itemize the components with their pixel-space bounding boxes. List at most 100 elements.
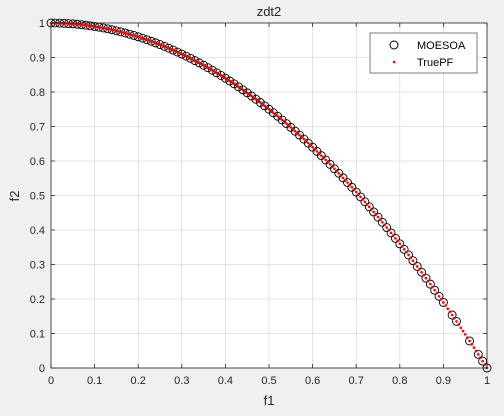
y-axis-label: f2	[7, 191, 22, 202]
truepf-point	[88, 24, 92, 28]
truepf-point	[470, 342, 474, 346]
truepf-point	[235, 84, 238, 87]
truepf-point	[282, 120, 286, 124]
truepf-point	[315, 150, 319, 153]
truepf-point	[457, 323, 460, 326]
moesoa-point	[465, 336, 475, 346]
truepf-point	[182, 53, 186, 57]
truepf-point	[479, 356, 482, 360]
truepf-point	[86, 24, 90, 27]
moesoa-point	[146, 36, 156, 46]
moesoa-point	[386, 228, 396, 238]
truepf-point	[97, 25, 101, 29]
y-tick-label: 0.9	[30, 53, 45, 65]
moesoa-point	[207, 65, 217, 75]
truepf-point	[311, 145, 314, 149]
moesoa-point	[168, 45, 178, 55]
truepf-point	[143, 37, 147, 41]
x-tick-label: 0.9	[436, 375, 451, 387]
truepf-point	[285, 122, 288, 125]
truepf-point	[396, 239, 399, 243]
truepf-point	[99, 26, 103, 29]
truepf-point	[163, 45, 166, 48]
truepf-point	[149, 39, 153, 43]
truepf-point	[128, 32, 131, 36]
truepf-point	[272, 111, 275, 115]
moesoa-point	[238, 85, 248, 95]
truepf-point	[435, 291, 439, 295]
truepf-point	[291, 127, 295, 131]
truepf-point	[108, 27, 112, 31]
truepf-point	[337, 171, 341, 175]
truepf-point	[409, 256, 413, 260]
truepf-point	[370, 208, 373, 211]
x-tick-label: 0.7	[349, 375, 364, 387]
truepf-point	[180, 52, 184, 56]
moesoa-point	[190, 56, 200, 66]
truepf-point	[424, 276, 428, 280]
y-tick-label: 0.7	[30, 122, 45, 134]
truepf-point	[437, 294, 441, 298]
truepf-point	[306, 141, 310, 145]
truepf-point	[126, 32, 129, 35]
truepf-point	[134, 34, 138, 38]
moesoa-point	[382, 223, 392, 233]
moesoa-point	[412, 261, 422, 271]
truepf-point	[193, 59, 197, 62]
truepf-point	[130, 33, 133, 37]
truepf-point	[468, 339, 471, 343]
truepf-point	[378, 218, 382, 221]
truepf-point	[309, 143, 312, 147]
truepf-point	[189, 57, 192, 60]
truepf-point	[156, 42, 160, 45]
y-tick-label: 0.4	[30, 225, 45, 237]
truepf-point	[387, 228, 391, 232]
truepf-point	[243, 90, 247, 93]
truepf-point	[304, 139, 308, 143]
truepf-point	[439, 298, 443, 301]
truepf-point	[202, 63, 205, 67]
truepf-point	[481, 359, 484, 363]
legend-truepf-marker	[392, 60, 396, 64]
truepf-point	[426, 279, 430, 283]
x-tick-label: 0.1	[87, 375, 102, 387]
truepf-point	[112, 28, 116, 32]
truepf-point	[139, 36, 142, 39]
truepf-point	[352, 188, 356, 191]
truepf-point	[121, 31, 125, 34]
truepf-point	[394, 237, 397, 240]
truepf-point	[208, 67, 212, 71]
truepf-point	[411, 259, 415, 262]
truepf-point	[293, 129, 297, 133]
truepf-point	[415, 265, 419, 268]
truepf-point	[173, 49, 177, 53]
truepf-point	[119, 30, 123, 34]
truepf-point	[102, 26, 105, 30]
x-tick-label: 0.6	[305, 375, 320, 387]
moesoa-point	[395, 239, 405, 249]
truepf-point	[461, 329, 465, 333]
moesoa-point	[234, 82, 243, 92]
truepf-point	[400, 245, 404, 248]
y-tick-label: 0.8	[30, 87, 45, 99]
moesoa-point	[438, 298, 448, 307]
moesoa-point	[194, 58, 204, 68]
truepf-point	[448, 310, 452, 314]
truepf-point	[444, 304, 447, 307]
moesoa-point	[434, 291, 444, 301]
truepf-point	[383, 223, 386, 227]
truepf-point	[104, 27, 107, 30]
truepf-point	[219, 74, 223, 77]
x-axis-label: f1	[264, 393, 275, 408]
truepf-point	[213, 70, 216, 73]
moesoa-point	[364, 202, 374, 212]
legend-moesoa-marker	[389, 40, 399, 50]
legend-box	[369, 32, 478, 74]
truepf-point	[381, 220, 384, 224]
truepf-point	[221, 75, 225, 79]
truepf-point	[195, 60, 199, 64]
moesoa-point	[186, 53, 195, 63]
truepf-point	[296, 131, 299, 135]
truepf-point	[344, 178, 347, 182]
truepf-point	[280, 118, 284, 122]
